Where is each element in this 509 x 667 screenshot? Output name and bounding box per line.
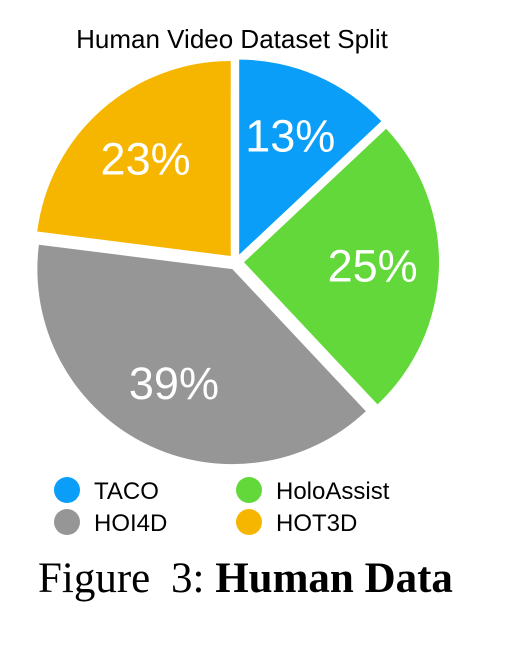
pie-slices	[37, 59, 439, 465]
pie-chart: Human Video Dataset Split 13% 25% 39% 23% T…	[37, 24, 439, 537]
legend-label-holoassist: HoloAssist	[276, 478, 390, 505]
legend-label-taco: TACO	[94, 478, 159, 505]
chart-title: Human Video Dataset Split	[76, 24, 388, 54]
slice-label-taco: 13%	[245, 111, 335, 162]
pie-slice-taco	[239, 59, 382, 255]
pie-slice-holoassist	[243, 128, 439, 405]
slice-label-holoassist: 25%	[328, 240, 418, 291]
legend-marker-hot3d	[236, 509, 262, 535]
caption-label: Figure 3:	[38, 555, 205, 602]
slice-label-hoi4d: 39%	[129, 358, 219, 409]
pie-slice-hot3d	[37, 60, 231, 256]
legend: TACO HoloAssist HOI4D HOT3D	[54, 477, 390, 537]
figure-caption: Figure 3: Human Data	[38, 555, 458, 603]
legend-label-hot3d: HOT3D	[276, 510, 357, 537]
slice-label-hot3d: 23%	[101, 133, 191, 184]
legend-marker-holoassist	[236, 477, 262, 503]
legend-marker-hoi4d	[54, 509, 80, 535]
caption-title: Human Data	[215, 555, 453, 602]
pie-slice-labels: 13% 25% 39% 23%	[101, 111, 418, 409]
legend-marker-taco	[54, 477, 80, 503]
legend-label-hoi4d: HOI4D	[94, 510, 167, 537]
pie-slice-hoi4d	[37, 244, 366, 465]
